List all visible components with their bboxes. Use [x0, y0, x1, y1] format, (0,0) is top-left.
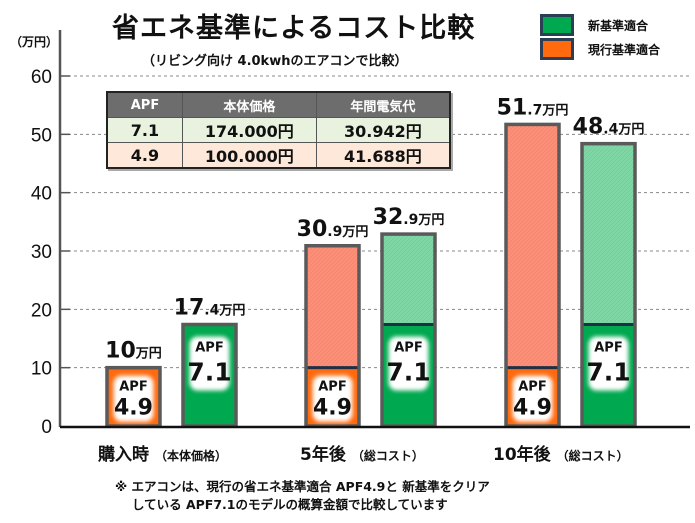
- apf-badge-bg: [388, 336, 429, 391]
- x-label-main: 10年後: [493, 445, 551, 465]
- chart-subtitle: （リビング向け 4.0kwhのエアコンで比較）: [142, 54, 408, 69]
- value-int: 30: [297, 217, 328, 242]
- bar-running-cost: [306, 245, 359, 368]
- legend-item-new: 新基準適合: [540, 14, 660, 36]
- y-tick-label: 50: [31, 125, 52, 146]
- value-unit: 万円: [341, 225, 368, 240]
- y-tick-label: 20: [31, 300, 52, 321]
- table-cell: 7.1: [106, 117, 183, 143]
- x-label-10years: 10年後 （総コスト）: [493, 440, 629, 465]
- y-axis-unit: （万円）: [10, 35, 59, 49]
- footnote: ※ エアコンは、現行の省エネ基準適合 APF4.9と 新基準をクリア している …: [115, 478, 490, 514]
- x-label-main: 購入時: [98, 445, 149, 465]
- value-label: 32.9万円: [373, 205, 445, 230]
- bar-new: APF 7.1 17.4万円: [174, 296, 246, 428]
- bar-running-cost: [506, 124, 559, 368]
- apf-badge-prefix: APF: [518, 380, 546, 395]
- apf-badge-value: 4.9: [313, 396, 352, 421]
- value-label: 30.9万円: [297, 217, 369, 242]
- y-tick-label: 40: [31, 184, 52, 205]
- value-dec: .4: [603, 122, 618, 138]
- bar-running-cost: [582, 143, 635, 325]
- apf-badge-bg: [312, 375, 353, 422]
- value-dec: .4: [204, 303, 219, 319]
- value-unit: 万円: [218, 304, 245, 319]
- value-unit: 万円: [135, 347, 162, 362]
- apf-badge-bg: [588, 336, 629, 391]
- value-unit: 万円: [617, 123, 644, 138]
- value-label: 17.4万円: [174, 296, 246, 321]
- value-int: 10: [105, 339, 136, 364]
- value-unit: 万円: [417, 213, 444, 228]
- apf-badge-prefix: APF: [318, 380, 346, 395]
- table-cell: 100.000円: [181, 142, 317, 169]
- spec-table: APF 本体価格 年間電気代 7.1 174.000円 30.942円 4.9 …: [106, 91, 451, 169]
- bar-current: APF4.9 30.9万円: [297, 217, 369, 428]
- apf-badge-prefix: APF: [195, 341, 223, 356]
- legend-label: 現行基準適合: [588, 42, 661, 57]
- value-int: 17: [174, 296, 205, 321]
- value-dec: .9: [403, 212, 418, 228]
- bar-current: APF4.9 51.7万円: [497, 95, 569, 428]
- footnote-line-2: している APF7.1のモデルの概算金額で比較しています: [132, 497, 448, 512]
- x-label-sub: （本体価格）: [155, 449, 228, 463]
- value-unit: 万円: [541, 103, 568, 118]
- legend-swatch-new: [540, 14, 574, 36]
- apf-badge-value: 7.1: [187, 358, 231, 387]
- apf-badge-value: 7.1: [586, 358, 630, 387]
- legend-label: 新基準適合: [588, 18, 649, 33]
- x-label-sub: （総コスト）: [351, 449, 424, 463]
- apf-badge-value: 4.9: [513, 396, 552, 421]
- table-cell: 41.688円: [315, 142, 451, 169]
- value-dec: .7: [527, 102, 542, 118]
- legend-item-current: 現行基準適合: [540, 38, 660, 60]
- y-tick-label: 0: [41, 417, 52, 438]
- x-label-main: 5年後: [300, 445, 346, 465]
- chart-title: 省エネ基準によるコスト比較: [112, 13, 476, 44]
- legend: 新基準適合 現行基準適合: [540, 14, 660, 62]
- apf-badge-value: 4.9: [114, 396, 153, 421]
- bar-current: APF4.9 10万円: [105, 339, 162, 428]
- table-header-electricity: 年間電気代: [315, 91, 451, 118]
- apf-badge-prefix: APF: [594, 341, 622, 356]
- value-label: 51.7万円: [497, 95, 569, 120]
- value-int: 48: [573, 115, 604, 140]
- value-int: 32: [373, 205, 404, 230]
- apf-badge-prefix: APF: [394, 341, 422, 356]
- x-label-purchase: 購入時 （本体価格）: [98, 440, 227, 465]
- y-tick-label: 60: [31, 67, 52, 88]
- y-tick-label: 30: [31, 242, 52, 263]
- table-cell: 4.9: [106, 142, 183, 169]
- apf-badge-bg: [512, 375, 553, 422]
- footnote-line-1: ※ エアコンは、現行の省エネ基準適合 APF4.9と 新基準をクリア: [115, 479, 490, 494]
- y-tick-label: 10: [31, 359, 52, 380]
- value-label: 10万円: [105, 339, 162, 364]
- value-dec: .9: [327, 224, 342, 240]
- bar-running-cost: [382, 234, 435, 325]
- apf-badge-bg: [189, 336, 230, 391]
- x-label-sub: （総コスト）: [556, 449, 629, 463]
- apf-badge-prefix: APF: [119, 380, 147, 395]
- value-label: 48.4万円: [573, 115, 645, 140]
- table-row: 7.1 174.000円 30.942円: [106, 117, 451, 143]
- apf-badge-bg: [113, 375, 154, 422]
- apf-badge-value: 7.1: [386, 358, 430, 387]
- table-header-apf: APF: [106, 91, 183, 118]
- table-cell: 30.942円: [315, 117, 451, 143]
- table-header-price: 本体価格: [181, 91, 317, 118]
- table-row: 4.9 100.000円 41.688円: [106, 142, 451, 169]
- x-label-5years: 5年後 （総コスト）: [300, 440, 424, 465]
- legend-swatch-current: [540, 38, 574, 60]
- value-int: 51: [497, 95, 528, 120]
- table-cell: 174.000円: [181, 117, 317, 143]
- bar-new: APF 7.1 48.4万円: [573, 115, 645, 428]
- bar-new: APF 7.1 32.9万円: [373, 205, 445, 428]
